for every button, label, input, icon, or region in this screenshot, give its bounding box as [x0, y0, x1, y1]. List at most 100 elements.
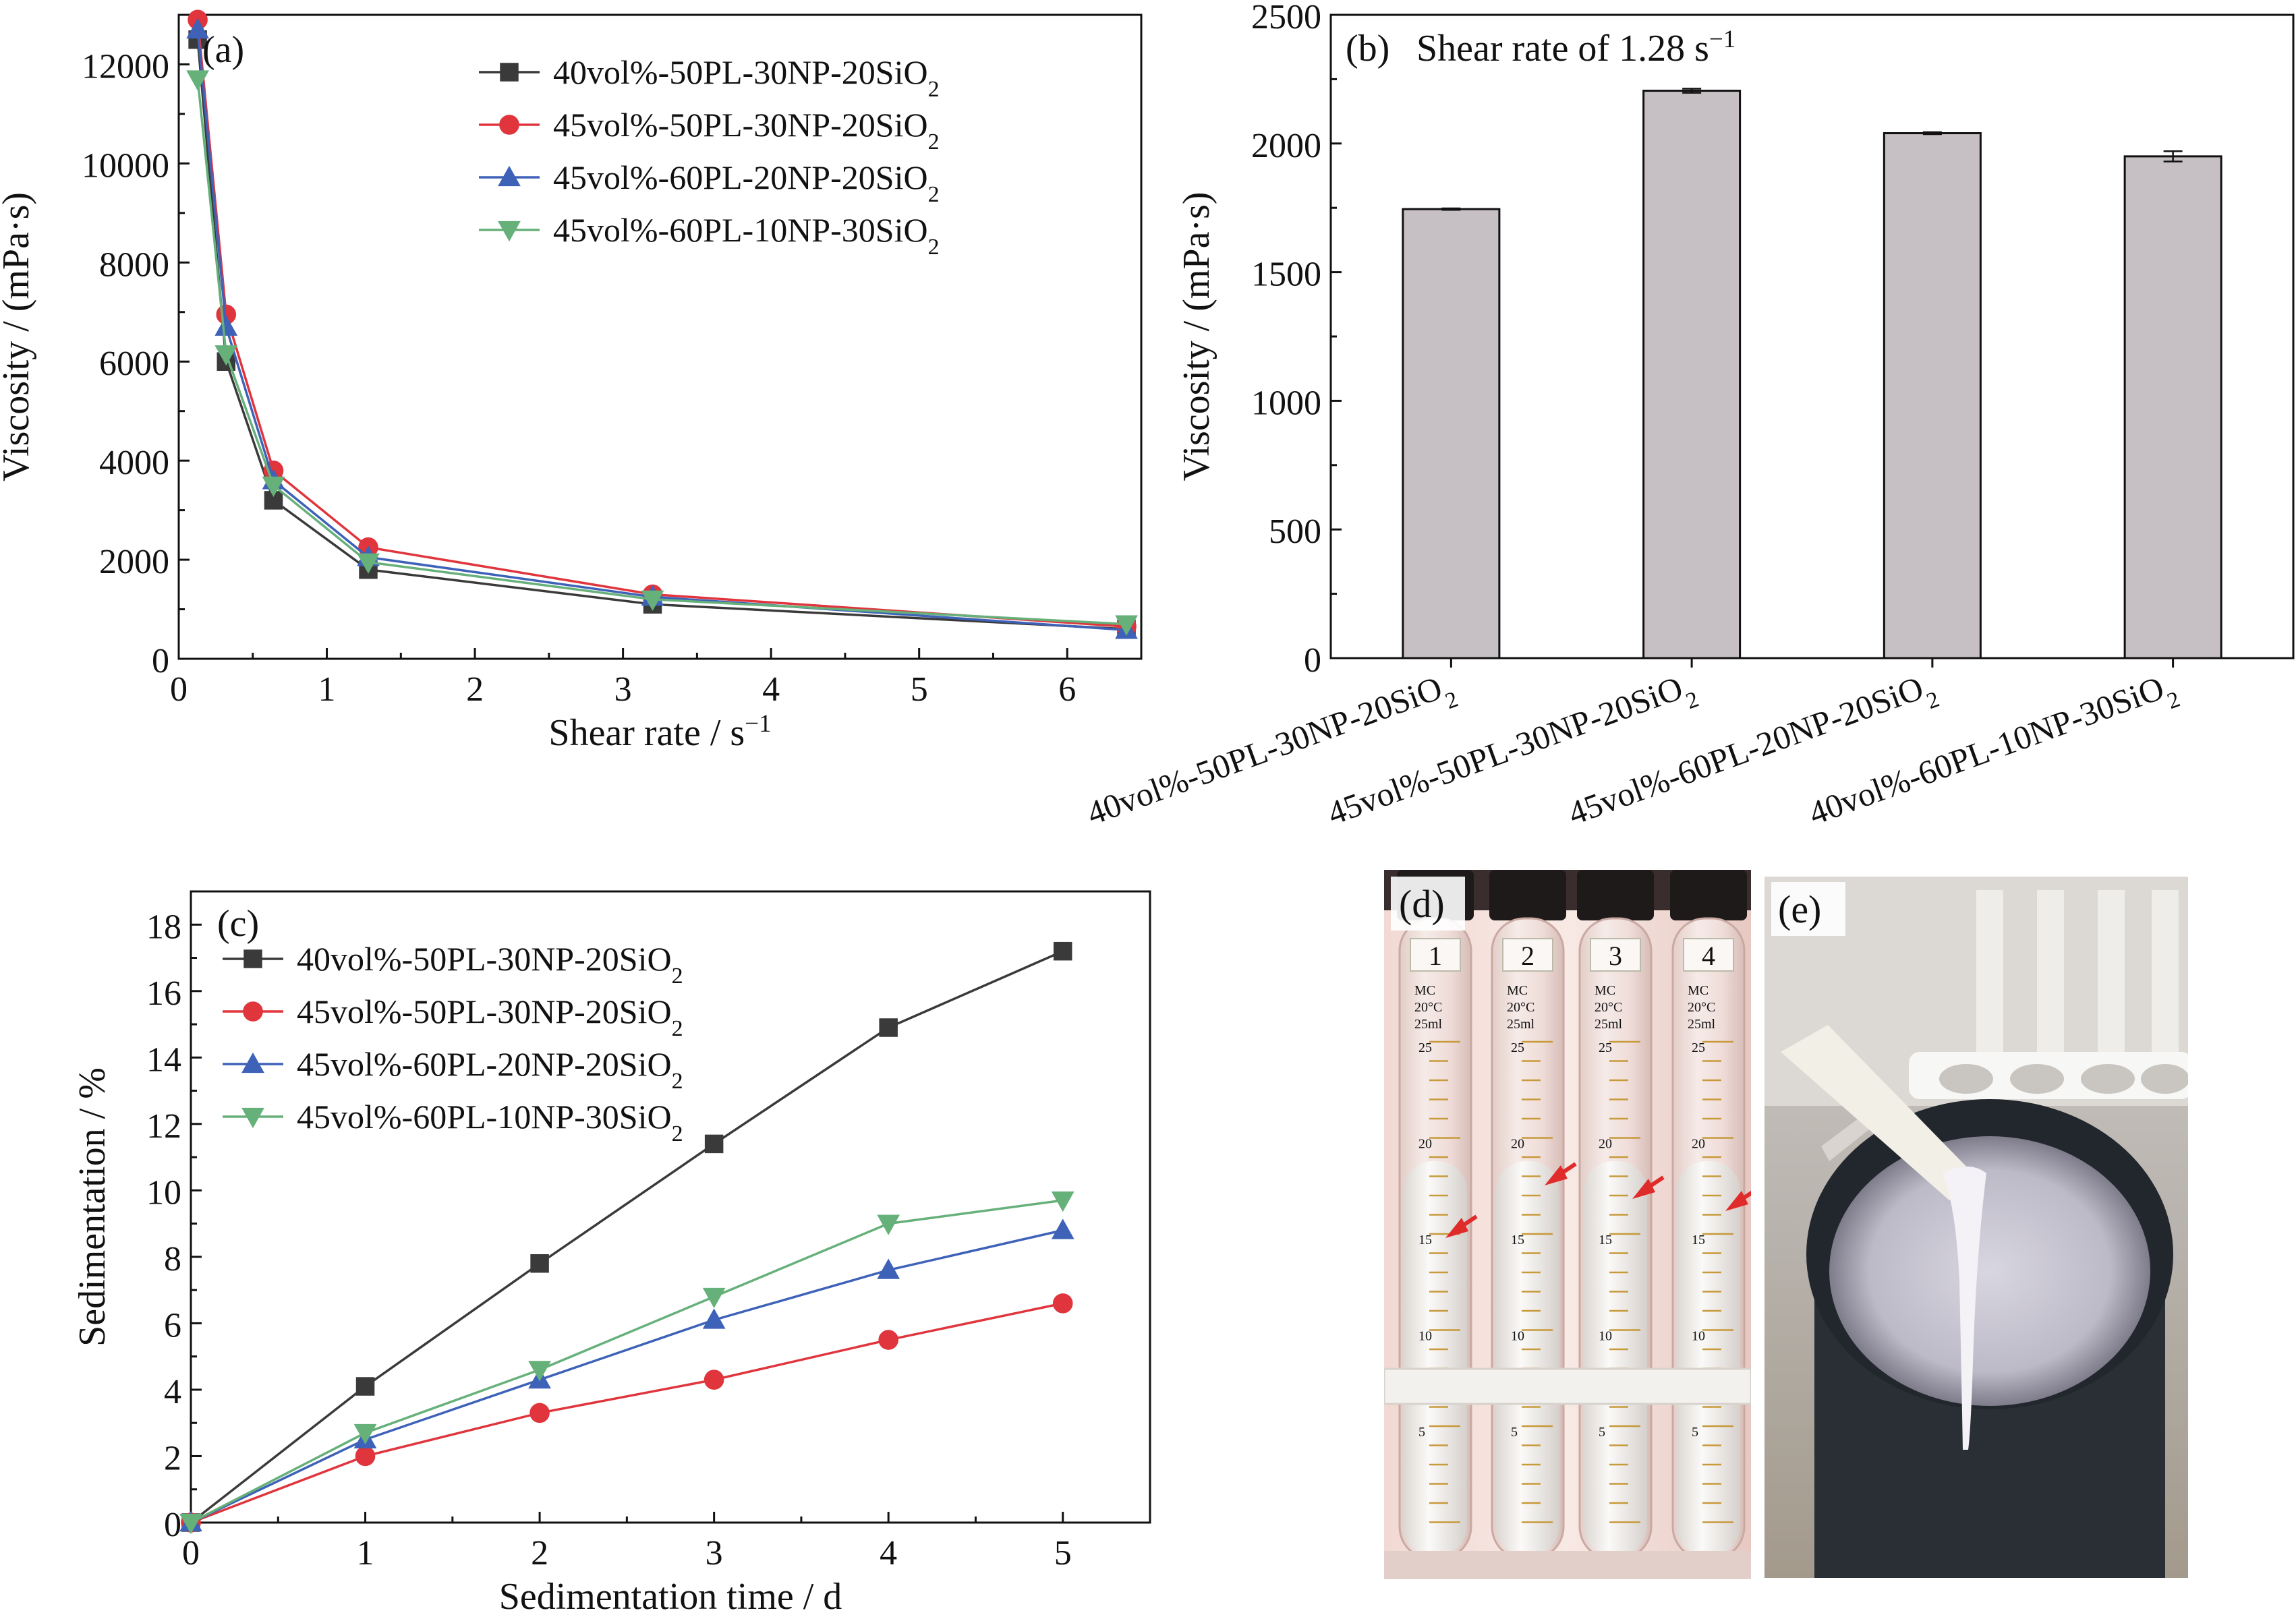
legend-label: 45vol%-50PL-30NP-20SiO2 [297, 993, 683, 1041]
legend-label: 45vol%-50PL-30NP-20SiO2 [553, 106, 940, 154]
tube-cap [1577, 870, 1654, 920]
x-tick-label: 3 [614, 670, 632, 709]
graduation-number: 25 [1692, 1040, 1705, 1055]
tube-number-tag [1410, 938, 1461, 972]
x-tick-label: 0 [182, 1534, 200, 1572]
graduation-number: 5 [1692, 1425, 1698, 1440]
tube-marking-brand: MC [1688, 983, 1709, 998]
y-tick-label: 0 [152, 642, 169, 680]
legend-marker [241, 1107, 264, 1129]
graduation-number: 10 [1599, 1329, 1612, 1344]
legend-label-text: 45vol%-50PL-30NP-20SiO [553, 106, 928, 144]
graduation-number: 10 [1692, 1329, 1705, 1344]
tube-marking-volume: 25ml [1414, 1017, 1443, 1032]
x-tick-label: 2 [466, 670, 484, 709]
graduation-number: 5 [1511, 1425, 1518, 1440]
tube-slurry [1584, 1161, 1647, 1556]
graduation-number: 15 [1599, 1233, 1612, 1247]
shear-rate-annotation-text: Shear rate of 1.28 s [1416, 28, 1709, 69]
x-category-label-subscript: 2 [2164, 686, 2183, 714]
y-axis-title: Viscosity / (mPa·s) [0, 192, 37, 481]
legend-marker [241, 1052, 264, 1073]
graduation-number: 15 [1692, 1233, 1705, 1247]
legend-label: 40vol%-50PL-30NP-20SiO2 [297, 940, 683, 989]
y-tick-label: 2 [164, 1439, 181, 1477]
data-point [879, 1018, 898, 1037]
data-point [355, 1377, 375, 1396]
tube-number: 4 [1702, 941, 1715, 971]
x-axis-title-superscript: −1 [745, 710, 771, 738]
legend-marker [243, 1001, 263, 1022]
tube-slurry [1404, 1161, 1467, 1556]
graduation-number: 25 [1511, 1040, 1524, 1055]
y-tick-label: 8000 [99, 245, 169, 284]
data-point [214, 315, 238, 336]
slurry-stream [1943, 1167, 1986, 1450]
tube-number: 3 [1609, 941, 1622, 971]
tube-marking-temp: 20°C [1595, 1000, 1622, 1015]
data-point [529, 1403, 550, 1423]
y-tick-label: 14 [146, 1040, 181, 1079]
tube-cap [1489, 870, 1566, 920]
spatula [1781, 1025, 1976, 1200]
x-category-label: 40vol%-50PL-30NP-20SiO2 [1082, 665, 1462, 842]
bar [1402, 208, 1501, 659]
cup-contents [1829, 1136, 2150, 1406]
series-line-4 [196, 79, 1127, 626]
tube-marking-temp: 20°C [1414, 1000, 1442, 1015]
plot-frame [177, 13, 1143, 660]
data-point [1052, 1293, 1073, 1314]
legend-item: 45vol%-60PL-10NP-30SiO2 [223, 1098, 683, 1146]
data-point [528, 1361, 551, 1382]
y-tick-label: 2000 [99, 543, 169, 581]
legend-marker [500, 63, 519, 82]
y-tick-label: 16 [146, 974, 181, 1013]
y-tick-label: 500 [1269, 512, 1321, 551]
panel-label: (c) [217, 903, 259, 945]
data-point [1051, 1218, 1074, 1239]
bar [1883, 132, 1982, 659]
tube-marking-temp: 20°C [1507, 1000, 1534, 1015]
tube-marking-temp: 20°C [1688, 1000, 1715, 1015]
y-tick-label: 6 [164, 1306, 181, 1345]
tube-number: 2 [1521, 941, 1534, 971]
tube-marking-volume: 25ml [1688, 1017, 1716, 1032]
legend-item: 45vol%-60PL-20NP-20SiO2 [223, 1045, 683, 1094]
tube-number-tag [1590, 938, 1641, 972]
legend-label-subscript: 2 [672, 1069, 683, 1094]
tube-rack-bar [1384, 1367, 1751, 1405]
y-axis-title: Sedimentation / % [71, 1067, 113, 1347]
legend-marker [498, 165, 521, 187]
data-point [704, 1134, 724, 1154]
legend-item: 40vol%-50PL-30NP-20SiO2 [479, 53, 940, 102]
data-point [1053, 941, 1072, 961]
graduation-number: 20 [1418, 1137, 1432, 1152]
x-tick-label: 5 [1054, 1534, 1072, 1572]
y-tick-label: 2000 [1251, 127, 1321, 165]
data-point [262, 476, 285, 498]
graduation-number: 20 [1692, 1137, 1705, 1152]
legend: 40vol%-50PL-30NP-20SiO245vol%-50PL-30NP-… [223, 940, 683, 1146]
data-point [878, 1330, 898, 1350]
x-axis-title-text: Shear rate / s [548, 712, 745, 754]
data-point [1115, 615, 1138, 636]
panel-label: (a) [202, 29, 244, 71]
x-category-label-subscript: 2 [1683, 686, 1702, 714]
legend-label: 45vol%-60PL-20NP-20SiO2 [297, 1045, 683, 1094]
x-tick-label: 6 [1058, 670, 1076, 709]
data-point [179, 1513, 202, 1535]
slurry-level-arrow-head [1725, 1191, 1748, 1211]
x-tick-label: 1 [357, 1534, 374, 1572]
x-tick-label: 5 [911, 670, 928, 709]
data-point [877, 1214, 900, 1235]
y-tick-label: 0 [164, 1506, 181, 1544]
panel-label: (b) [1346, 28, 1389, 69]
data-point [357, 553, 380, 574]
test-tube: 4 MC 20°C 25ml 25 20 15 10 5 [1670, 870, 1751, 1560]
plot-frame [190, 890, 1151, 1524]
x-tick-label: 3 [706, 1534, 723, 1572]
graduation-number: 20 [1511, 1137, 1524, 1152]
panel-a-viscosity-curve: 0 1 2 3 4 5 6 0 2000 4000 6000 8000 10000 12000 Shear … [0, 9, 1143, 754]
graduation-number: 10 [1418, 1329, 1432, 1344]
panel-d-photo-tubes: 1 MC 20°C 25ml 25 20 15 10 5 2 MC 20°C 25ml 25 20 15 10 5… [1384, 870, 1751, 1579]
